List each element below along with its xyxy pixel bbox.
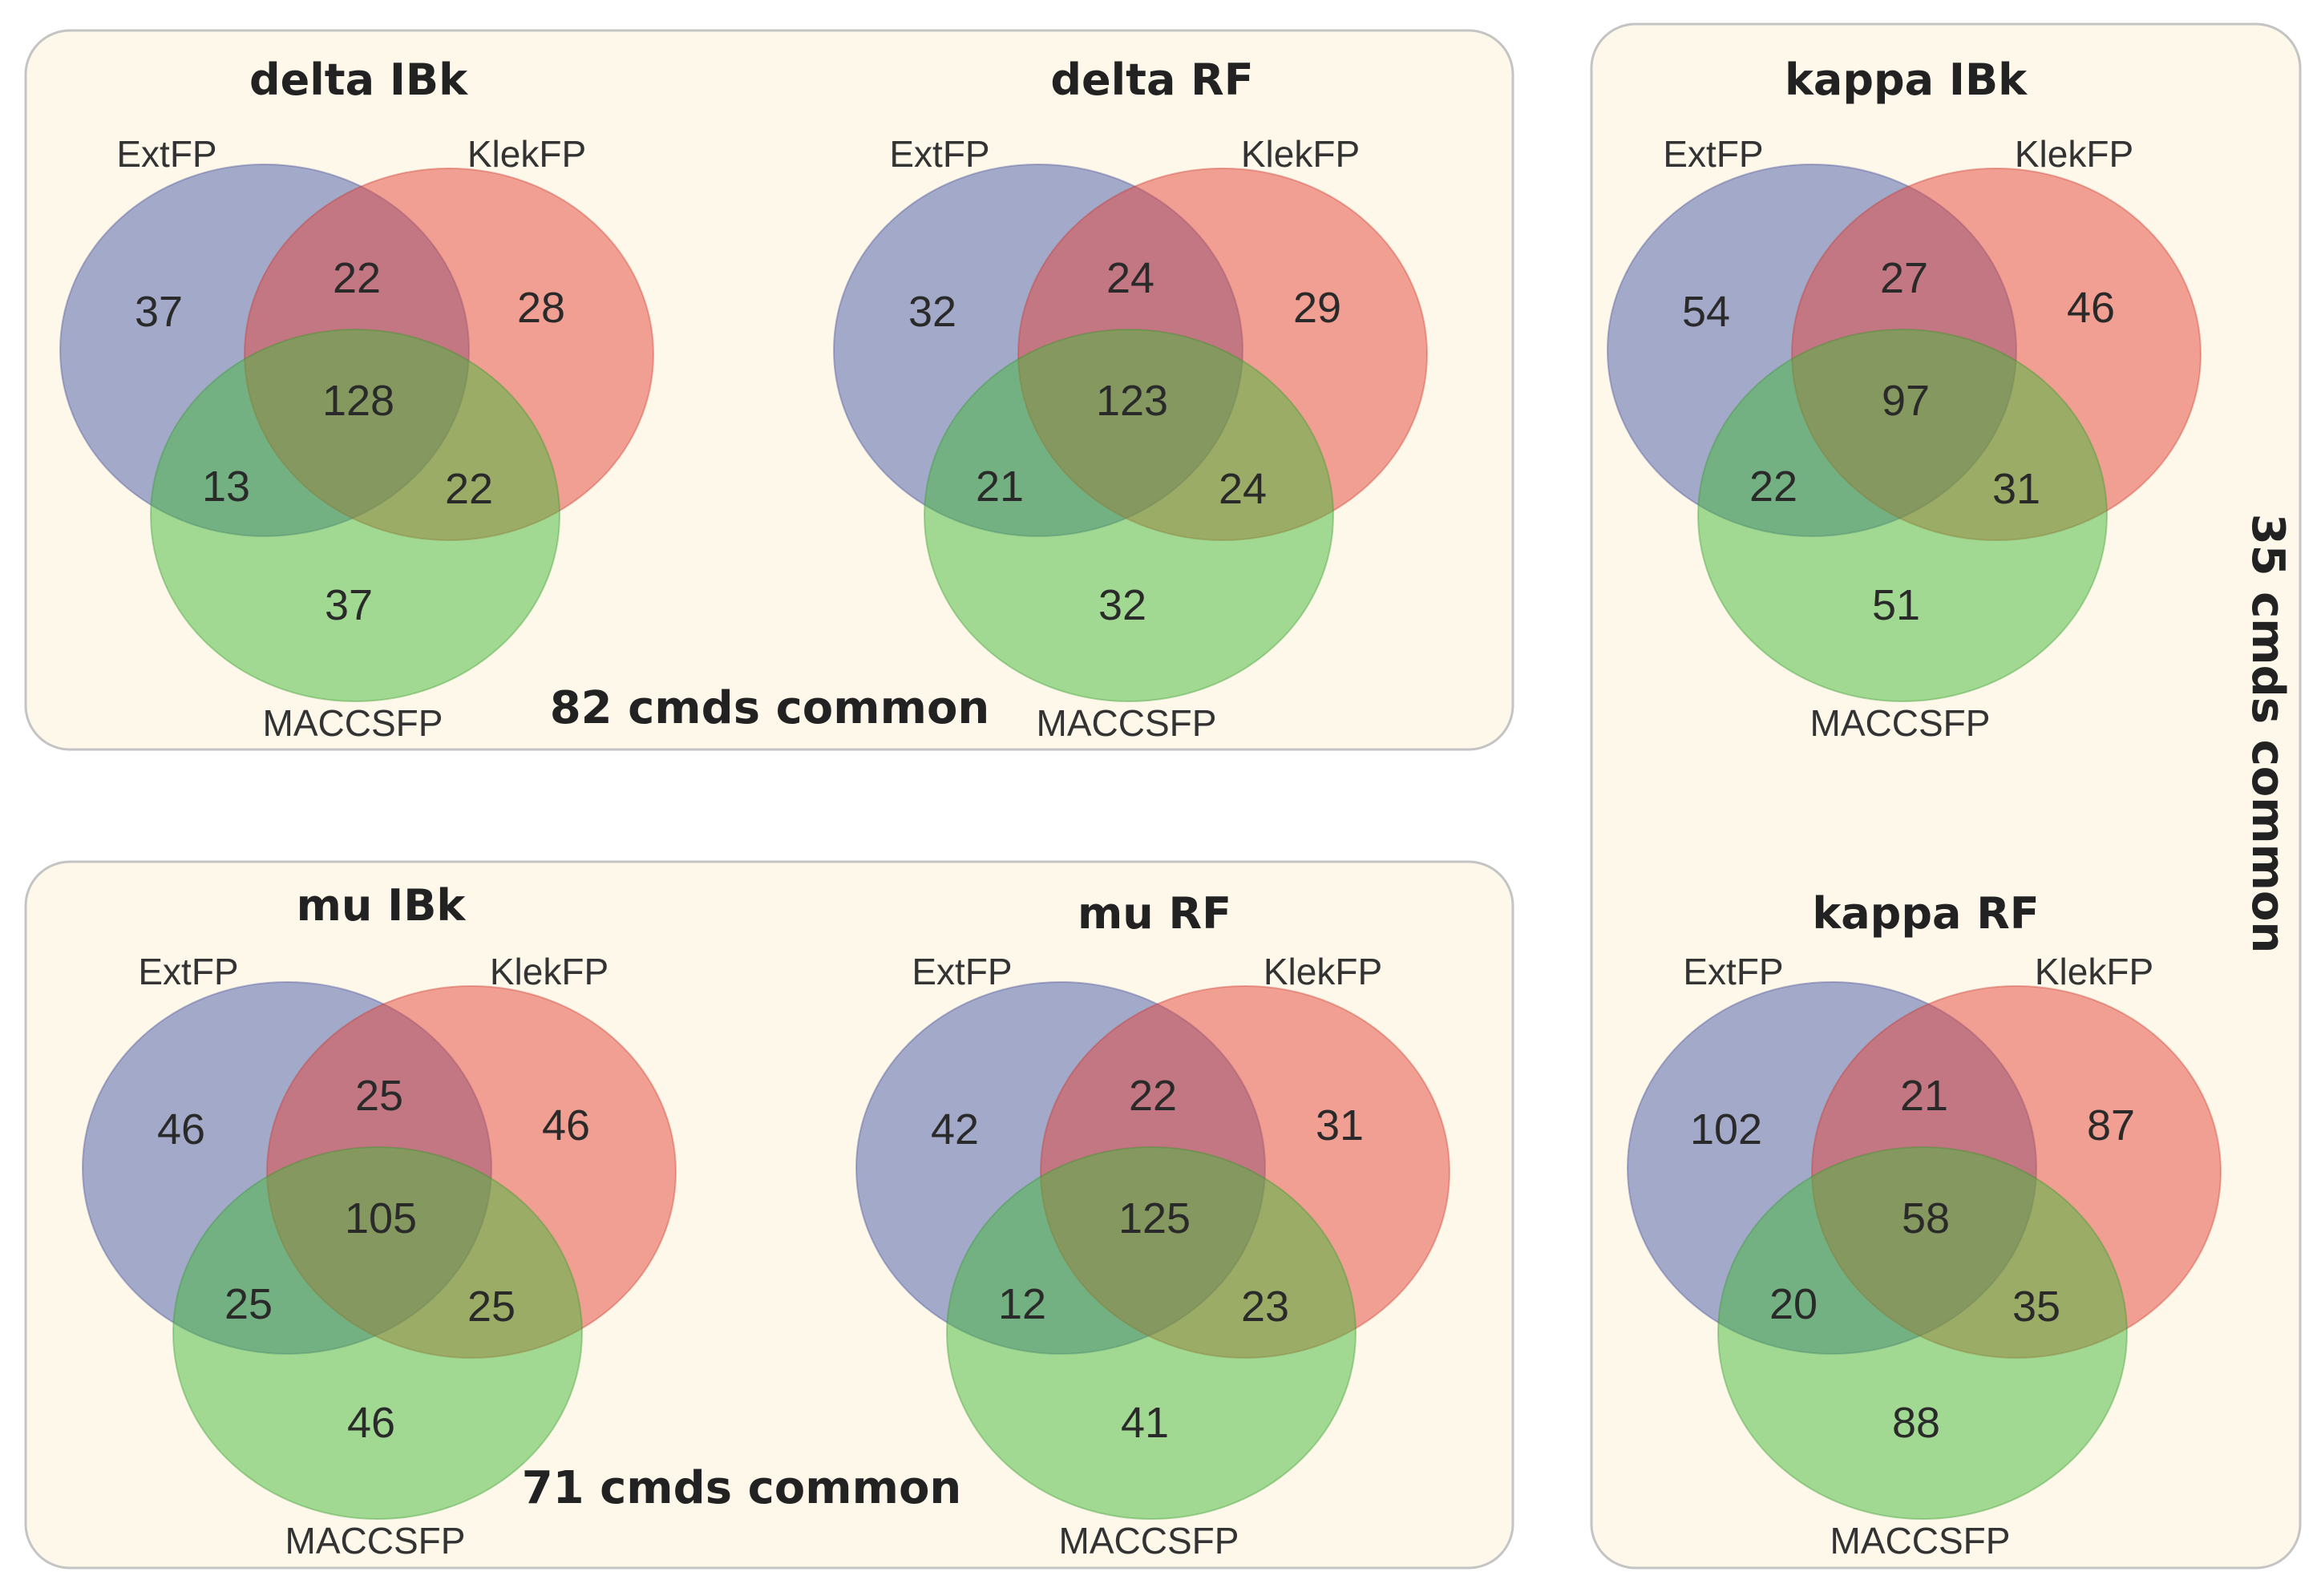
count-maccs-only: 41 xyxy=(1121,1399,1169,1447)
count-klek-maccs: 35 xyxy=(2012,1283,2060,1331)
count-ext-maccs: 12 xyxy=(998,1280,1046,1328)
count-maccs-only: 51 xyxy=(1872,581,1920,629)
count-all: 105 xyxy=(345,1194,417,1242)
set-label-ext: ExtFP xyxy=(889,133,989,175)
set-label-klek: KlekFP xyxy=(490,951,609,992)
count-maccs-only: 46 xyxy=(347,1399,395,1447)
count-ext-only: 102 xyxy=(1690,1105,1762,1154)
delta-common-label: 82 cmds common xyxy=(550,682,990,734)
count-klek-only: 46 xyxy=(2067,284,2115,332)
count-maccs-only: 37 xyxy=(325,581,373,629)
count-ext-klek: 22 xyxy=(333,254,381,302)
venn-delta-rf: delta RF ExtFP KlekFP MACCSFP 32 29 32 2… xyxy=(833,55,1428,744)
count-all: 128 xyxy=(322,377,394,425)
set-label-klek: KlekFP xyxy=(467,133,586,175)
count-klek-only: 28 xyxy=(517,284,565,332)
set-label-klek: KlekFP xyxy=(2015,133,2133,175)
count-ext-maccs: 25 xyxy=(224,1280,273,1328)
circle-maccs xyxy=(924,329,1334,702)
mu-common-label: 71 cmds common xyxy=(522,1462,962,1514)
set-label-klek: KlekFP xyxy=(1241,133,1360,175)
circle-maccs xyxy=(946,1146,1357,1520)
set-label-maccs: MACCSFP xyxy=(1059,1520,1239,1562)
count-ext-klek: 25 xyxy=(355,1072,403,1120)
set-label-maccs: MACCSFP xyxy=(1810,702,1991,744)
set-label-klek: KlekFP xyxy=(2035,951,2153,992)
count-klek-only: 87 xyxy=(2087,1101,2135,1150)
count-ext-only: 42 xyxy=(931,1105,979,1154)
count-klek-only: 29 xyxy=(1293,284,1341,332)
count-klek-maccs: 22 xyxy=(445,465,493,513)
count-klek-maccs: 24 xyxy=(1219,465,1267,513)
circle-maccs xyxy=(1717,1146,2128,1520)
venn-title: mu RF xyxy=(1078,888,1231,939)
count-ext-klek: 27 xyxy=(1880,254,1928,302)
count-klek-only: 46 xyxy=(542,1101,590,1150)
count-maccs-only: 88 xyxy=(1892,1399,1940,1447)
count-ext-maccs: 13 xyxy=(202,463,250,511)
count-klek-maccs: 25 xyxy=(467,1283,516,1331)
count-ext-klek: 24 xyxy=(1106,254,1154,302)
count-ext-only: 37 xyxy=(135,288,183,336)
set-label-maccs: MACCSFP xyxy=(1830,1520,2011,1562)
set-label-maccs: MACCSFP xyxy=(263,702,443,744)
venn-mu-rf: mu RF ExtFP KlekFP MACCSFP 42 31 41 22 1… xyxy=(855,888,1450,1562)
count-all: 97 xyxy=(1882,377,1930,425)
count-klek-maccs: 23 xyxy=(1241,1283,1289,1331)
count-ext-klek: 21 xyxy=(1900,1072,1948,1120)
count-ext-klek: 22 xyxy=(1129,1072,1177,1120)
venn-title: delta RF xyxy=(1050,55,1253,105)
count-ext-maccs: 21 xyxy=(976,463,1024,511)
venn-title: kappa IBk xyxy=(1785,55,2028,105)
venn-title: delta IBk xyxy=(249,55,468,105)
count-all: 58 xyxy=(1902,1194,1950,1242)
set-label-klek: KlekFP xyxy=(1264,951,1382,992)
circle-maccs xyxy=(150,329,560,702)
set-label-maccs: MACCSFP xyxy=(285,1520,466,1562)
venn-mu-ibk: mu IBk ExtFP KlekFP MACCSFP 46 46 46 25 … xyxy=(82,880,677,1562)
count-maccs-only: 32 xyxy=(1098,581,1146,629)
venn-delta-ibk: delta IBk ExtFP KlekFP MACCSFP 37 28 37 … xyxy=(59,55,654,744)
set-label-ext: ExtFP xyxy=(912,951,1012,992)
venn-kappa-ibk: kappa IBk ExtFP KlekFP MACCSFP 54 46 51 … xyxy=(1607,55,2202,744)
count-klek-maccs: 31 xyxy=(1992,465,2040,513)
set-label-maccs: MACCSFP xyxy=(1037,702,1217,744)
circle-maccs xyxy=(172,1146,583,1520)
venn-title: kappa RF xyxy=(1812,888,2039,939)
count-ext-maccs: 20 xyxy=(1769,1280,1818,1328)
venn-title: mu IBk xyxy=(297,880,467,931)
count-ext-only: 32 xyxy=(908,288,956,336)
kappa-common-label: 35 cmds common xyxy=(2242,514,2294,954)
set-label-ext: ExtFP xyxy=(1683,951,1783,992)
set-label-ext: ExtFP xyxy=(1663,133,1763,175)
count-ext-maccs: 22 xyxy=(1749,463,1797,511)
count-all: 123 xyxy=(1096,377,1168,425)
circle-maccs xyxy=(1697,329,2108,702)
count-ext-only: 54 xyxy=(1682,288,1730,336)
count-klek-only: 31 xyxy=(1316,1101,1364,1150)
set-label-ext: ExtFP xyxy=(138,951,238,992)
count-ext-only: 46 xyxy=(157,1105,205,1154)
venn-kappa-rf: kappa RF ExtFP KlekFP MACCSFP 102 87 88 … xyxy=(1627,888,2222,1562)
count-all: 125 xyxy=(1118,1194,1191,1242)
set-label-ext: ExtFP xyxy=(116,133,216,175)
